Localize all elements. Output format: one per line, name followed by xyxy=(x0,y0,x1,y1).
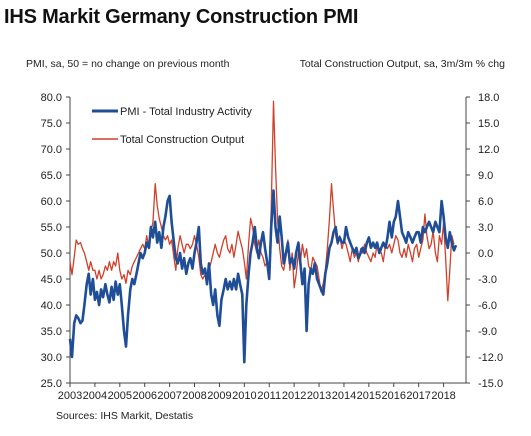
right-tick-label: 18.0 xyxy=(478,92,499,104)
left-tick-label: 70.0 xyxy=(41,144,62,156)
x-tick-label: 2012 xyxy=(282,390,306,402)
left-tick-label: 60.0 xyxy=(41,196,62,208)
left-tick-label: 25.0 xyxy=(41,378,62,390)
right-tick-label: -12.0 xyxy=(478,352,503,364)
right-tick-label: 15.0 xyxy=(478,118,499,130)
x-tick-label: 2005 xyxy=(108,390,132,402)
left-tick-label: 50.0 xyxy=(41,248,62,260)
x-tick-label: 2011 xyxy=(257,390,281,402)
x-tick-label: 2013 xyxy=(307,390,331,402)
left-axis-caption: PMI, sa, 50 = no change on previous mont… xyxy=(26,58,230,70)
left-tick-label: 65.0 xyxy=(41,170,62,182)
left-tick-label: 35.0 xyxy=(41,326,62,338)
left-tick-label: 80.0 xyxy=(41,92,62,104)
legend-label-output: Total Construction Output xyxy=(120,134,244,146)
x-tick-label: 2017 xyxy=(406,390,430,402)
right-tick-label: -6.0 xyxy=(478,300,497,312)
right-tick-label: 12.0 xyxy=(478,144,499,156)
right-axis-caption: Total Construction Output, sa, 3m/3m % c… xyxy=(299,58,505,70)
series-line-pmi xyxy=(68,189,458,364)
source-note: Sources: IHS Markit, Destatis xyxy=(56,410,194,422)
x-tick-label: 2008 xyxy=(182,390,206,402)
left-tick-label: 30.0 xyxy=(41,352,62,364)
x-tick-label: 2010 xyxy=(232,390,256,402)
left-tick-label: 40.0 xyxy=(41,300,62,312)
x-tick-label: 2014 xyxy=(332,390,356,402)
right-tick-label: -3.0 xyxy=(478,274,497,286)
series-lines xyxy=(68,100,458,364)
legend-label-pmi: PMI - Total Industry Activity xyxy=(120,106,252,118)
right-tick-label: -15.0 xyxy=(478,378,503,390)
x-tick-label: 2003 xyxy=(58,390,82,402)
legend: PMI - Total Industry Activity Total Cons… xyxy=(92,106,252,146)
left-tick-label: 75.0 xyxy=(41,118,62,130)
x-tick-label: 2018 xyxy=(431,390,455,402)
right-tick-label: 9.0 xyxy=(478,170,493,182)
x-tick-label: 2007 xyxy=(157,390,181,402)
axes: 80.0 75.0 70.0 65.0 60.0 55.0 50.0 45.0 40.0 35.0… xyxy=(41,92,504,402)
x-tick-label: 2016 xyxy=(382,390,406,402)
x-tick-label: 2015 xyxy=(357,390,381,402)
x-tick-label: 2009 xyxy=(207,390,231,402)
left-tick-label: 45.0 xyxy=(41,274,62,286)
left-tick-label: 55.0 xyxy=(41,222,62,234)
right-tick-label: 6.0 xyxy=(478,196,493,208)
right-tick-label: 3.0 xyxy=(478,222,493,234)
right-tick-label: 0.0 xyxy=(478,248,493,260)
series-line-output xyxy=(69,100,455,302)
x-tick-label: 2004 xyxy=(83,390,107,402)
x-tick-label: 2006 xyxy=(132,390,156,402)
right-tick-label: -9.0 xyxy=(478,326,497,338)
chart-title: IHS Markit Germany Construction PMI xyxy=(4,6,359,28)
